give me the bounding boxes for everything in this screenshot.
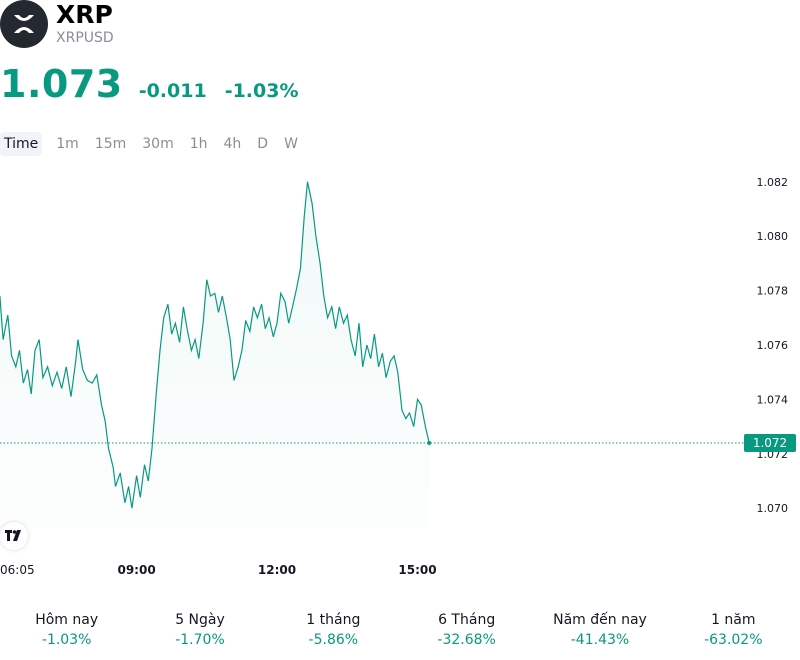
period-label: Năm đến nay	[553, 612, 647, 628]
performance-periods: Hôm nay -1.03% 5 Ngày -1.70% 1 tháng -5.…	[0, 610, 800, 650]
ticker-symbol: XRPUSD	[56, 30, 114, 46]
tab-w[interactable]: W	[284, 136, 298, 152]
period-value: -41.43%	[570, 632, 630, 648]
tab-30m[interactable]: 30m	[142, 136, 174, 152]
period-1-month[interactable]: 1 tháng -5.86%	[267, 610, 400, 650]
period-value: -1.03%	[41, 632, 92, 648]
period-value: -5.86%	[308, 632, 359, 648]
interval-tabs: Time 1m 15m 30m 1h 4h D W	[0, 132, 306, 156]
x-tick-label: 12:00	[258, 563, 296, 577]
period-1-year[interactable]: 1 năm -63.02%	[667, 610, 800, 650]
x-tick-label: 09:00	[117, 563, 155, 577]
current-price-label: 1.072	[753, 436, 787, 450]
y-tick-label: 1.078	[757, 285, 789, 298]
current-price: 1.073	[0, 62, 123, 106]
y-tick-label: 1.070	[757, 502, 789, 515]
tab-d[interactable]: D	[257, 136, 269, 152]
tradingview-logo-icon[interactable]	[0, 522, 28, 550]
x-tick-label: 06:05	[0, 563, 35, 577]
period-value: -32.68%	[437, 632, 496, 648]
ticker-name: XRP	[56, 0, 113, 29]
tab-1m[interactable]: 1m	[56, 136, 79, 152]
tab-15m[interactable]: 15m	[94, 136, 127, 152]
current-price-badge: 1.072	[744, 433, 796, 452]
last-price-dot	[427, 440, 432, 445]
price-change: -0.011	[138, 80, 207, 102]
y-tick-label: 1.076	[757, 339, 789, 352]
period-6-months[interactable]: 6 Tháng -32.68%	[400, 610, 533, 650]
period-label: 5 Ngày	[175, 612, 225, 628]
period-value: -63.02%	[704, 632, 763, 648]
period-label: 1 năm	[711, 612, 756, 628]
period-value: -1.70%	[175, 632, 225, 648]
price-row: 1.073 -0.011 -1.03%	[0, 62, 299, 106]
y-tick-label: 1.074	[757, 393, 789, 406]
price-chart[interactable]: 1.082 1.080 1.078 1.076 1.074 1.072 1.070 06:0…	[0, 160, 800, 590]
period-5-days[interactable]: 5 Ngày -1.70%	[133, 610, 266, 650]
price-change-percent: -1.03%	[224, 80, 299, 102]
x-tick-label: 15:00	[398, 563, 436, 577]
period-label: Hôm nay	[35, 612, 99, 628]
tab-4h[interactable]: 4h	[223, 136, 242, 152]
period-today[interactable]: Hôm nay -1.03%	[0, 610, 133, 650]
period-label: 1 tháng	[306, 612, 361, 628]
tab-1h[interactable]: 1h	[189, 136, 208, 152]
period-label: 6 Tháng	[438, 612, 496, 628]
tab-time[interactable]: Time	[0, 132, 43, 156]
y-tick-label: 1.082	[757, 176, 789, 189]
xrp-logo-icon	[0, 0, 48, 48]
price-line	[0, 181, 430, 509]
y-tick-label: 1.080	[757, 230, 789, 243]
period-ytd[interactable]: Năm đến nay -41.43%	[533, 610, 666, 650]
